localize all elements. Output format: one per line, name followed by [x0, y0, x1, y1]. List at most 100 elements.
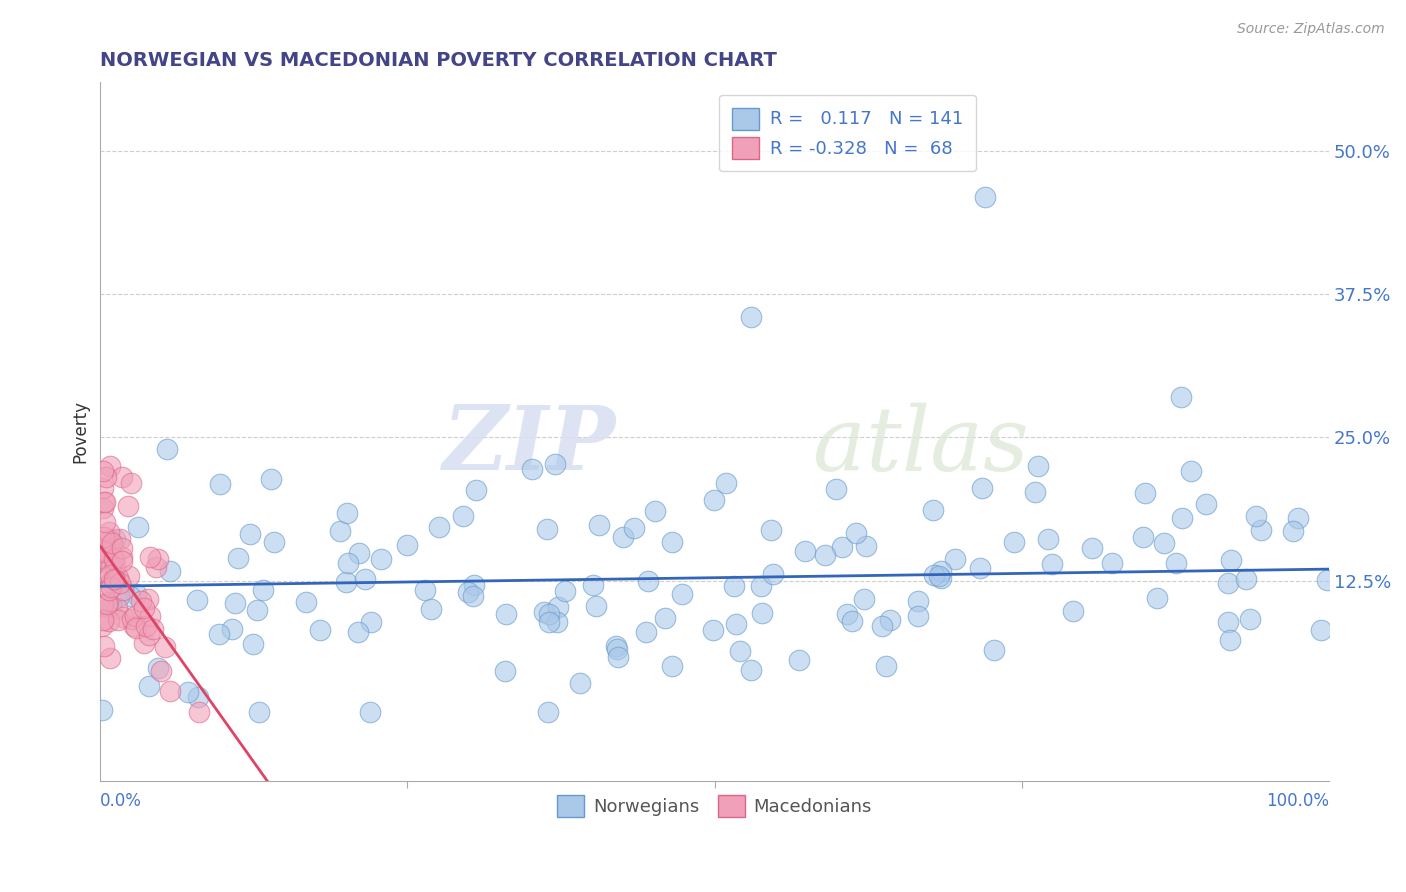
Point	[226, 551, 249, 566]
Point	[928, 568, 950, 582]
Point	[101, 535, 124, 549]
Point	[605, 639, 627, 653]
Point	[661, 535, 683, 549]
Point	[546, 615, 568, 629]
Point	[568, 675, 591, 690]
Point	[97, 595, 120, 609]
Point	[1316, 573, 1339, 587]
Point	[96, 597, 118, 611]
Point	[159, 684, 181, 698]
Text: NORWEGIAN VS MACEDONIAN POVERTY CORRELATION CHART: NORWEGIAN VS MACEDONIAN POVERTY CORRELAT…	[100, 51, 778, 70]
Point	[370, 551, 392, 566]
Point	[1220, 553, 1243, 567]
Point	[122, 619, 145, 633]
Point	[359, 706, 381, 720]
Point	[124, 608, 146, 623]
Point	[98, 568, 121, 582]
Point	[544, 457, 567, 471]
Point	[121, 612, 143, 626]
Point	[396, 539, 419, 553]
Point	[835, 607, 858, 622]
Point	[209, 476, 232, 491]
Point	[117, 499, 139, 513]
Point	[716, 475, 738, 490]
Point	[108, 576, 131, 591]
Point	[1164, 557, 1187, 571]
Point	[93, 530, 115, 544]
Point	[612, 530, 634, 544]
Point	[1101, 556, 1123, 570]
Point	[187, 690, 209, 705]
Point	[723, 579, 745, 593]
Point	[108, 532, 131, 546]
Point	[100, 559, 122, 574]
Point	[761, 523, 783, 537]
Point	[554, 584, 576, 599]
Point	[973, 190, 995, 204]
Point	[187, 705, 209, 719]
Point	[1026, 459, 1049, 474]
Point	[907, 594, 929, 608]
Point	[309, 623, 332, 637]
Point	[654, 611, 676, 625]
Point	[129, 593, 152, 607]
Point	[294, 594, 316, 608]
Point	[98, 651, 121, 665]
Point	[100, 574, 122, 589]
Point	[125, 587, 148, 601]
Point	[91, 703, 114, 717]
Point	[427, 519, 450, 533]
Point	[91, 481, 114, 495]
Point	[103, 574, 125, 588]
Point	[875, 659, 897, 673]
Point	[1234, 573, 1257, 587]
Point	[146, 661, 169, 675]
Point	[111, 470, 134, 484]
Point	[177, 685, 200, 699]
Point	[207, 627, 229, 641]
Point	[93, 515, 115, 529]
Point	[1250, 524, 1272, 538]
Point	[1244, 508, 1267, 523]
Point	[929, 572, 952, 586]
Point	[246, 603, 269, 617]
Point	[98, 458, 121, 473]
Point	[413, 583, 436, 598]
Point	[922, 503, 945, 517]
Point	[159, 565, 181, 579]
Point	[547, 600, 569, 615]
Point	[671, 587, 693, 601]
Point	[329, 524, 352, 538]
Point	[120, 476, 142, 491]
Point	[1170, 390, 1192, 404]
Point	[1194, 497, 1216, 511]
Point	[1216, 575, 1239, 590]
Point	[537, 615, 560, 629]
Point	[221, 623, 243, 637]
Point	[156, 442, 179, 456]
Point	[336, 507, 359, 521]
Point	[831, 541, 853, 555]
Point	[702, 623, 724, 637]
Point	[1239, 612, 1261, 626]
Point	[134, 601, 156, 615]
Y-axis label: Poverty: Poverty	[72, 401, 89, 463]
Point	[90, 543, 112, 558]
Point	[118, 589, 141, 603]
Point	[814, 548, 837, 562]
Point	[606, 649, 628, 664]
Point	[1286, 511, 1309, 525]
Point	[1036, 533, 1059, 547]
Point	[724, 617, 747, 632]
Point	[354, 572, 377, 586]
Point	[537, 706, 560, 720]
Point	[789, 653, 811, 667]
Point	[1081, 541, 1104, 555]
Point	[96, 550, 118, 565]
Point	[825, 482, 848, 496]
Text: ZIP: ZIP	[443, 402, 616, 489]
Point	[93, 545, 115, 559]
Point	[138, 679, 160, 693]
Text: atlas: atlas	[813, 402, 1029, 489]
Point	[335, 574, 357, 589]
